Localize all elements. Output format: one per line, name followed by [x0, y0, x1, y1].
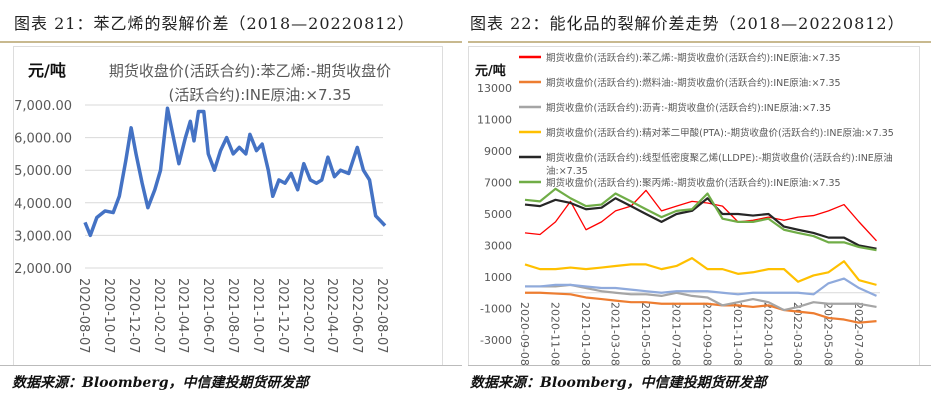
left-x-tick-label: 2020-10-07	[101, 278, 116, 354]
left-source-rule	[0, 365, 462, 366]
right-x-tick-label: 2022-03-08	[791, 302, 804, 366]
left-y-tick-label: 3,000.00	[14, 229, 72, 244]
left-chart-frame	[13, 46, 443, 366]
right-x-tick-label: 2021-09-08	[701, 302, 714, 366]
left-x-tick-label: 2021-08-07	[225, 278, 240, 354]
right-x-tick-label: 2021-11-08	[731, 302, 744, 366]
left-y-tick-label: 5,000.00	[14, 164, 72, 179]
left-y-tick-label: 7,000.00	[14, 99, 72, 114]
left-y-tick-label: 2,000.00	[14, 262, 72, 277]
left-source-note: 数据来源：Bloomberg，中信建投期货研发部	[12, 375, 309, 391]
right-y-tick-label: 13000	[477, 82, 512, 95]
right-series-line	[524, 187, 877, 252]
right-x-tick-label: 2021-01-08	[579, 302, 592, 366]
left-x-tick-label: 2022-02-07	[300, 278, 315, 354]
right-x-tick-label: 2021-03-08	[609, 302, 622, 366]
right-legend-label: 期货收盘价(活跃合约):聚丙烯:-期货收盘价(活跃合约):INE原油:×7.35	[546, 177, 841, 189]
left-x-tick-label: 2021-02-07	[151, 278, 166, 354]
left-x-tick-label: 2021-06-07	[200, 278, 215, 354]
right-x-tick-label: 2020-09-08	[518, 302, 531, 366]
right-legend-label: 期货收盘价(活跃合约):苯乙烯:-期货收盘价(活跃合约):INE原油:×7.35	[546, 52, 841, 64]
right-y-tick-label: 1000	[484, 271, 512, 284]
right-y-tick-label: 7000	[484, 177, 512, 190]
right-y-tick-label: 3000	[484, 240, 512, 253]
left-figure-heading: 图表 21：苯乙烯的裂解价差（2018—20220812）	[14, 14, 415, 33]
right-figure-heading: 图表 22：能化品的裂解价差走势（2018—20220812）	[470, 14, 905, 33]
right-legend-label-cont: 油:×7.35	[546, 165, 588, 177]
right-legend-label: 期货收盘价(活跃合约):线型低密度聚乙烯(LLDPE):-期货收盘价(活跃合约)…	[546, 152, 893, 164]
left-chart-title-line1: 期货收盘价(活跃合约):苯乙烯:-期货收盘价	[109, 62, 391, 80]
left-x-tick-label: 2021-12-07	[275, 278, 290, 354]
right-x-tick-label: 2021-05-08	[639, 302, 652, 366]
right-series-line	[525, 277, 877, 297]
right-heading-rule	[468, 41, 931, 43]
left-x-tick-label: 2021-04-07	[175, 278, 190, 354]
right-legend-label: 期货收盘价(活跃合约):精对苯二甲酸(PTA):-期货收盘价(活跃合约):INE…	[546, 127, 894, 139]
left-heading-rule	[0, 41, 462, 43]
left-x-tick-label: 2020-08-07	[76, 278, 91, 354]
right-legend-label: 期货收盘价(活跃合约):燃料油:-期货收盘价(活跃合约):INE原油:×7.35	[546, 77, 841, 89]
right-series-line	[524, 197, 877, 250]
right-source-rule	[468, 365, 931, 366]
right-series-line	[524, 257, 877, 286]
right-y-tick-label: 11000	[477, 114, 512, 127]
right-x-tick-label: 2021-07-08	[670, 302, 683, 366]
right-x-tick-label: 2022-07-08	[852, 302, 865, 366]
right-legend-label: 期货收盘价(活跃合约):沥青:-期货收盘价(活跃合约):INE原油:×7.35	[546, 102, 831, 114]
right-series-line	[524, 189, 877, 242]
right-x-tick-label: 2020-11-08	[549, 302, 562, 366]
right-series-line	[525, 283, 877, 312]
left-y-tick-label: 6,000.00	[14, 132, 72, 147]
left-y-unit: 元/吨	[28, 61, 66, 80]
right-y-tick-label: 5000	[484, 208, 512, 221]
left-x-tick-label: 2022-04-07	[324, 278, 339, 354]
left-x-tick-label: 2020-12-07	[126, 278, 141, 354]
right-y-unit: 元/吨	[475, 63, 506, 79]
right-series-line	[525, 291, 877, 324]
right-source-note: 数据来源：Bloomberg，中信建投期货研发部	[470, 375, 767, 391]
left-x-tick-label: 2022-06-07	[349, 278, 364, 354]
right-y-tick-label: -3000	[480, 334, 512, 347]
left-series-line	[83, 106, 387, 238]
left-y-tick-label: 4,000.00	[14, 197, 72, 212]
right-y-tick-label: -1000	[480, 303, 512, 316]
right-y-tick-label: 9000	[484, 145, 512, 158]
left-x-tick-label: 2022-08-07	[374, 278, 389, 354]
left-x-tick-label: 2021-10-07	[250, 278, 265, 354]
left-chart-title-line2: (活跃合约):INE原油:×7.35	[169, 86, 352, 104]
right-x-tick-label: 2022-01-08	[762, 302, 775, 366]
right-x-tick-label: 2022-05-08	[822, 302, 835, 366]
